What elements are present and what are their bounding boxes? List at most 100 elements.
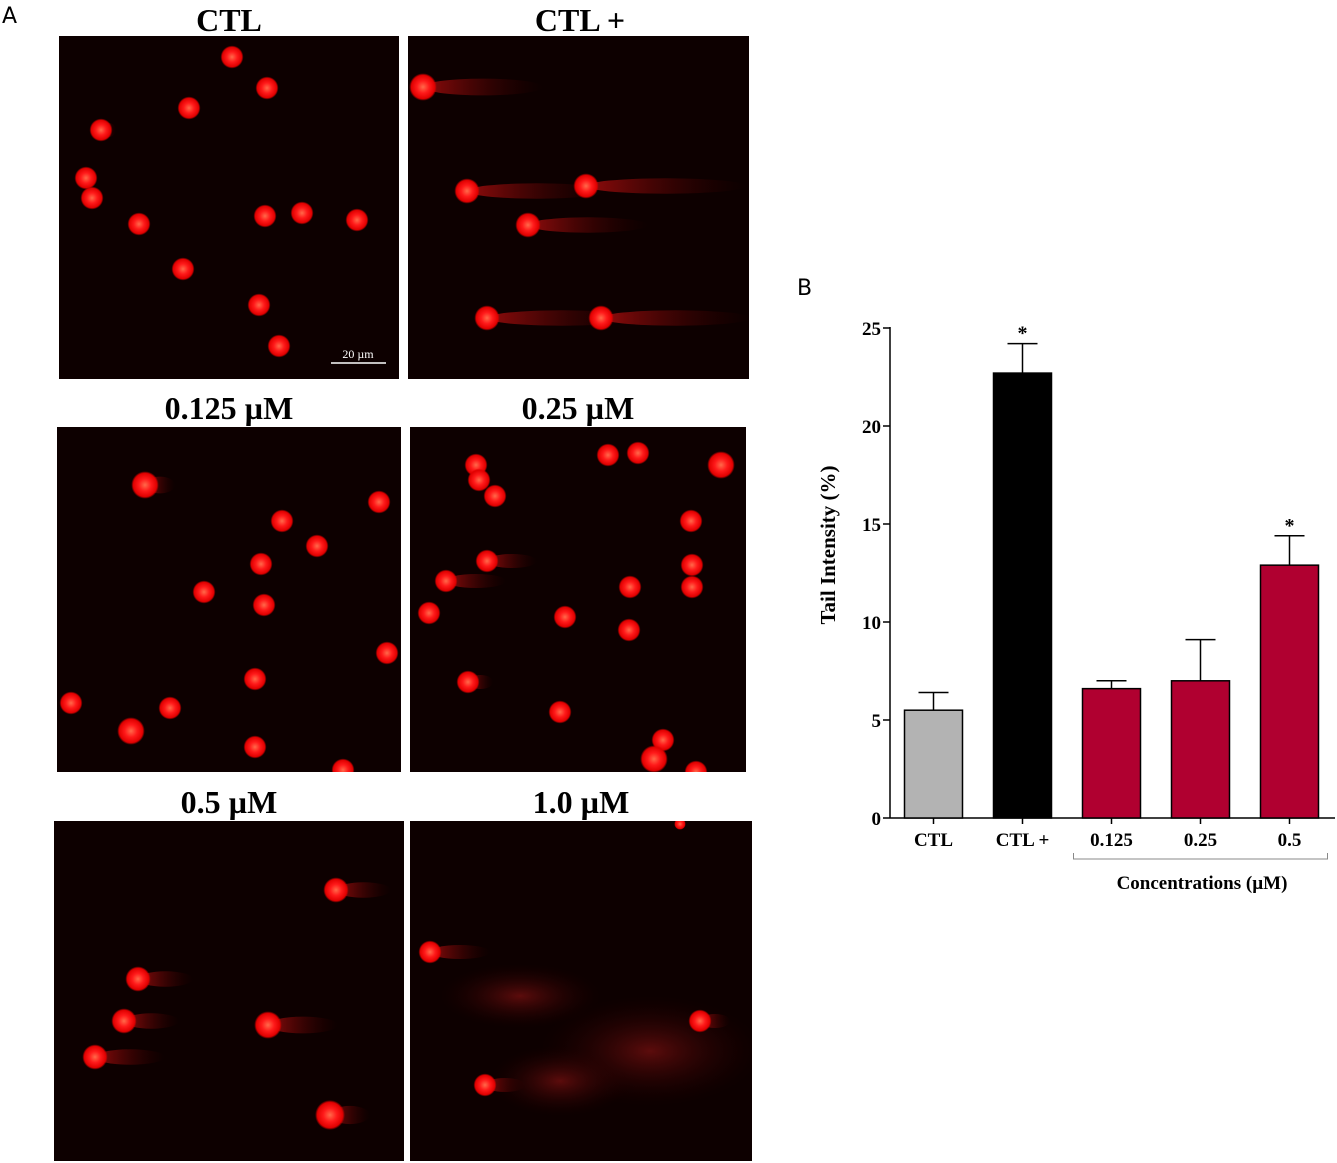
nucleus	[158, 696, 182, 720]
nucleus	[679, 509, 703, 533]
micrograph-025	[410, 427, 746, 772]
nucleus	[270, 509, 294, 533]
tail-intensity-chart: 0 5 10 15 20 25 CTL CTL + * 0.125 0.25 0.5 * Tail In…	[816, 319, 1335, 894]
comet-tail	[467, 183, 607, 199]
nucleus	[111, 1008, 137, 1034]
nucleus	[684, 760, 708, 772]
comet-tail	[423, 78, 543, 96]
background-haze	[440, 964, 600, 1028]
nucleus	[249, 552, 273, 576]
nucleus	[125, 966, 151, 992]
nucleus	[375, 641, 399, 665]
nucleus	[80, 186, 104, 210]
nucleus	[315, 1100, 345, 1130]
image-title-025: 0.25 µM	[521, 390, 635, 426]
micrograph-05-canvas	[82, 877, 391, 1130]
nucleus	[367, 490, 391, 514]
nucleus	[473, 1073, 497, 1097]
nucleus	[573, 173, 599, 199]
nucleus	[618, 575, 642, 599]
micrograph-ctl: 20 µm	[59, 36, 399, 379]
bar	[1081, 687, 1142, 819]
nucleus	[467, 468, 491, 492]
nucleus	[640, 745, 668, 772]
x-tick-label: CTL +	[996, 830, 1050, 851]
micrograph-05	[54, 821, 404, 1161]
nucleus	[117, 717, 145, 745]
micrograph-025-canvas	[417, 441, 735, 772]
nucleus	[409, 73, 437, 101]
comet-tail	[95, 1049, 165, 1065]
significance-star: *	[1018, 323, 1028, 345]
nucleus	[588, 305, 614, 331]
bar	[1259, 564, 1320, 819]
nucleus	[89, 118, 113, 142]
y-axis-label: Tail Intensity (%)	[816, 465, 840, 624]
nucleus	[305, 534, 329, 558]
nucleus	[255, 76, 279, 100]
nucleus	[131, 471, 159, 499]
chart-layer: 0 5 10 15 20 25 CTL CTL + * 0.125 0.25 0.5 *	[862, 319, 1335, 860]
nucleus	[688, 1009, 712, 1033]
comet-tail	[586, 178, 746, 194]
bar	[903, 709, 964, 819]
nucleus	[418, 940, 442, 964]
nucleus	[345, 208, 369, 232]
nucleus	[548, 700, 572, 724]
image-title-10: 1.0 µM	[532, 784, 630, 820]
y-tick-label: 5	[872, 711, 882, 732]
micrograph-ctl-plus	[408, 36, 749, 379]
nucleus	[254, 1011, 282, 1039]
nucleus	[474, 305, 500, 331]
nucleus	[454, 178, 480, 204]
image-title-0125: 0.125 µM	[164, 390, 294, 426]
nucleus	[220, 45, 244, 69]
significance-star: *	[1285, 515, 1295, 537]
image-title-05: 0.5 µM	[180, 784, 278, 820]
comet-tail	[268, 1016, 338, 1034]
panel-b-label: B	[797, 276, 813, 301]
x-tick-label: 0.125	[1090, 830, 1133, 851]
micrograph-0125	[57, 427, 401, 772]
concentration-bracket	[1073, 853, 1328, 860]
y-tick-label: 25	[862, 319, 881, 340]
comet-tail	[601, 310, 749, 326]
nucleus	[192, 580, 216, 604]
nucleus	[74, 166, 98, 190]
nucleus	[323, 877, 349, 903]
nucleus	[127, 212, 151, 236]
micrograph-10	[410, 821, 752, 1161]
nucleus	[243, 667, 267, 691]
nucleus	[171, 257, 195, 281]
background-haze	[490, 1046, 630, 1116]
nucleus	[553, 605, 577, 629]
nucleus	[331, 758, 355, 772]
nucleus	[59, 691, 83, 715]
comet-tail	[124, 1013, 179, 1029]
scale-bar-label: 20 µm	[342, 347, 374, 361]
nucleus	[674, 821, 686, 830]
micrograph-ctl-canvas: 20 µm	[74, 45, 386, 364]
nucleus	[253, 204, 277, 228]
nucleus	[247, 293, 271, 317]
nucleus	[290, 201, 314, 225]
comet-tail	[528, 217, 648, 233]
x-tick-label: 0.25	[1184, 830, 1217, 851]
nucleus	[417, 601, 441, 625]
comet-tail	[430, 945, 490, 959]
nucleus	[596, 443, 620, 467]
micrograph-10-canvas	[418, 821, 752, 1116]
micrograph-0125-canvas	[59, 471, 399, 772]
nucleus	[252, 593, 276, 617]
nucleus	[707, 451, 735, 479]
nucleus	[82, 1044, 108, 1070]
bar	[992, 372, 1053, 819]
nucleus	[680, 575, 704, 599]
nucleus	[243, 735, 267, 759]
y-tick-label: 20	[862, 417, 881, 438]
x-axis-group-label: Concentrations (µM)	[1117, 873, 1288, 894]
nucleus	[434, 569, 458, 593]
bar	[1170, 680, 1231, 819]
panel-a-label: A	[2, 4, 18, 29]
y-tick-label: 0	[872, 809, 882, 830]
